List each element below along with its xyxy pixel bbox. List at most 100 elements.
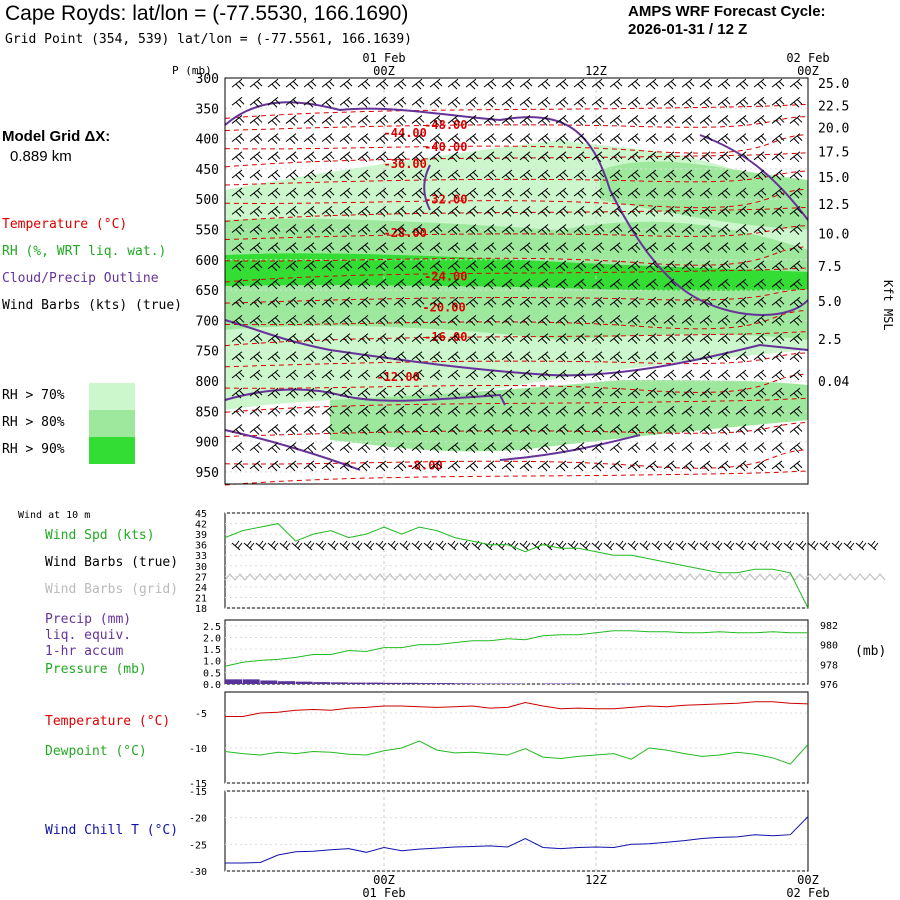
temperature-label: -24.00	[424, 270, 467, 284]
pressure-line	[224, 630, 808, 667]
wind-barb	[447, 205, 461, 217]
wind-barb	[699, 260, 713, 272]
wind-barb	[483, 78, 497, 90]
wind-barb	[231, 315, 245, 326]
wind-barb	[753, 424, 767, 435]
true-wind-barb	[231, 540, 243, 551]
wind-barb	[357, 460, 371, 472]
wind-barb	[249, 442, 263, 454]
wind-barb	[753, 187, 767, 199]
wind-barb	[753, 260, 767, 272]
precip-bar	[278, 681, 295, 684]
wind-barb	[285, 78, 299, 90]
wind-barb	[321, 242, 335, 254]
wind-barb	[555, 351, 569, 363]
wind-barb	[609, 78, 623, 90]
wind-barb	[717, 369, 731, 381]
wind-barb	[627, 296, 641, 308]
wind-barb	[321, 133, 335, 144]
wind-barb	[321, 333, 335, 344]
forecast-cycle: 2026-01-31 / 12 Z	[628, 21, 748, 38]
wind-barb	[555, 405, 569, 417]
wind-barb	[267, 96, 281, 108]
wind-barb	[591, 169, 605, 181]
wind-barb	[393, 333, 407, 344]
wind-barb	[375, 351, 389, 363]
wind-barb	[375, 369, 389, 381]
wind-barb	[717, 460, 731, 472]
wind-barb	[627, 133, 641, 144]
wind-barb	[753, 460, 767, 472]
wind-barb	[681, 387, 695, 399]
wind-barb	[537, 333, 551, 344]
wind-barb	[393, 133, 407, 144]
wind-barb	[609, 224, 623, 235]
wind-barb	[609, 278, 623, 290]
wind-barb	[519, 460, 533, 472]
wind-barb	[555, 387, 569, 399]
wind-barb	[771, 278, 785, 290]
rh90-label: RH > 90%	[2, 442, 65, 457]
pressure-tick-label: 750	[196, 345, 219, 360]
grid-wind-barb	[314, 573, 326, 581]
wind-barb	[609, 424, 623, 435]
grid-wind-barb	[684, 573, 696, 581]
wind-barb	[303, 242, 317, 254]
wind-barb	[681, 460, 695, 472]
true-wind-barb	[339, 540, 351, 551]
wind-barb	[645, 369, 659, 381]
height-tick-label: 0.04	[818, 375, 849, 390]
wind-barb	[573, 442, 587, 454]
wind-barb	[375, 260, 389, 272]
grid-wind-barb	[584, 573, 596, 581]
wind-barb	[537, 151, 551, 163]
true-wind-barb	[483, 540, 495, 551]
wind-barb	[357, 224, 371, 235]
precip-tick-label: 1.0	[203, 657, 221, 668]
true-wind-barb	[351, 540, 363, 551]
wind-barb	[789, 260, 803, 272]
grid-wind-barb	[844, 573, 856, 581]
true-wind-barb	[291, 540, 303, 551]
wind-barb	[681, 187, 695, 199]
wind-tick-label: 24	[195, 583, 207, 594]
wind-barb	[321, 115, 335, 126]
wind-barb	[717, 78, 731, 90]
true-wind-barb	[615, 540, 627, 551]
wind-tick-label: 30	[195, 562, 207, 573]
true-wind-barb	[867, 540, 879, 551]
wind-barb	[717, 187, 731, 199]
wind-barb	[393, 169, 407, 181]
true-wind-barb	[747, 540, 759, 551]
wind-barb	[267, 115, 281, 126]
wind-barb	[663, 133, 677, 144]
true-wind-barb	[639, 540, 651, 551]
true-wind-barb	[651, 540, 663, 551]
wind-barb	[645, 424, 659, 435]
wind-barb	[393, 315, 407, 326]
wind-barb	[393, 242, 407, 254]
wind-barb	[627, 151, 641, 163]
wind-barb	[699, 369, 713, 381]
wind-barb	[465, 187, 479, 199]
wind-barb	[717, 424, 731, 435]
wind-barb	[285, 460, 299, 472]
wind-barb	[339, 351, 353, 363]
wind-barb	[393, 96, 407, 108]
pressure-tick-label: 700	[196, 314, 219, 329]
grid-wind-barb	[344, 573, 356, 581]
wind-barb	[753, 278, 767, 290]
wind-barb	[591, 296, 605, 308]
wind-barb	[627, 242, 641, 254]
wind-barb	[285, 224, 299, 235]
wind-barb	[267, 369, 281, 381]
wind-barb	[483, 424, 497, 435]
wind-barb	[339, 151, 353, 163]
wind-barb	[789, 205, 803, 217]
wind-barb	[573, 333, 587, 344]
grid-wind-barb	[334, 573, 346, 581]
wind-barb	[663, 351, 677, 363]
wind-barb	[753, 78, 767, 90]
windchill-panel-frame	[224, 790, 809, 872]
wind-barb	[681, 405, 695, 417]
